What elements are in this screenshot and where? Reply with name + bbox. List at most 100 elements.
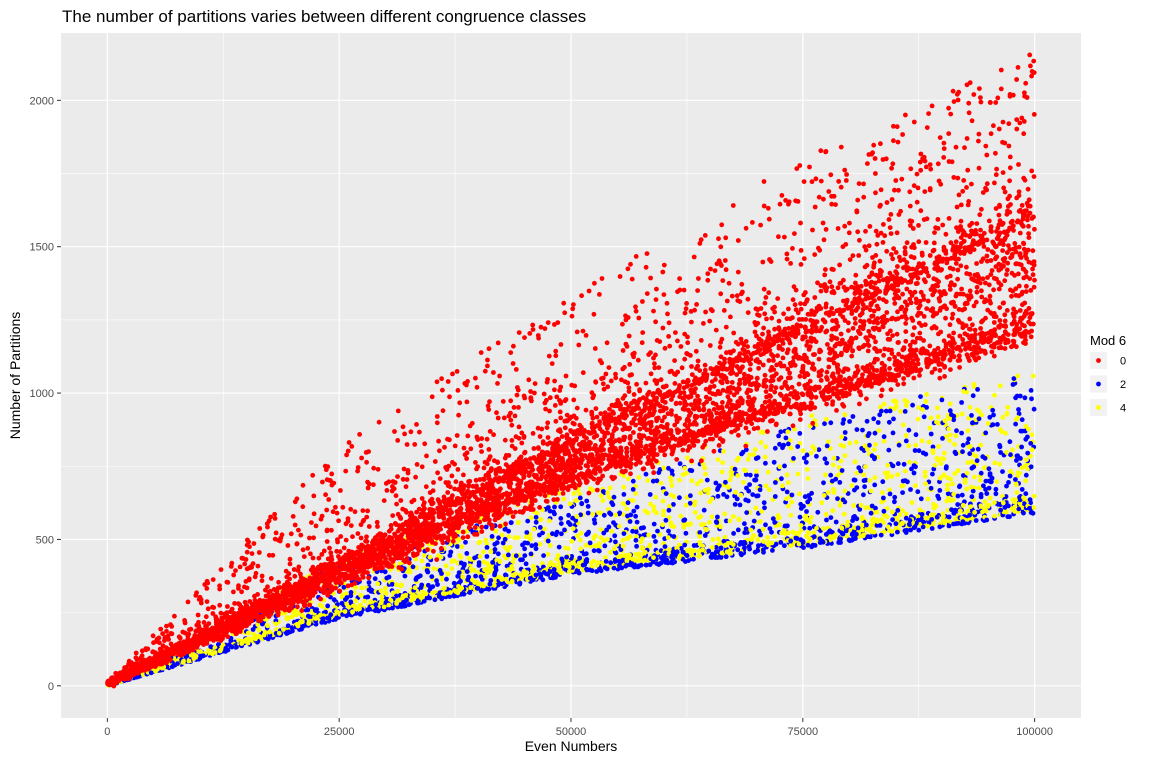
point-mod6-0 [846, 328, 851, 333]
point-mod6-2 [921, 519, 927, 525]
point-mod6-4 [512, 571, 518, 577]
point-mod6-2 [937, 488, 943, 493]
point-mod6-0 [1006, 243, 1011, 249]
point-mod6-4 [596, 541, 602, 546]
point-mod6-2 [608, 560, 614, 566]
point-mod6-0 [925, 298, 931, 304]
point-mod6-2 [435, 582, 440, 587]
point-mod6-2 [778, 429, 784, 435]
point-mod6-4 [1021, 495, 1026, 500]
point-mod6-0 [1026, 223, 1031, 229]
point-mod6-4 [922, 473, 928, 479]
point-mod6-2 [1023, 436, 1029, 442]
point-mod6-4 [636, 475, 642, 480]
point-mod6-4 [720, 460, 726, 465]
point-mod6-0 [974, 261, 979, 266]
point-mod6-4 [845, 523, 850, 528]
point-mod6-2 [478, 574, 484, 580]
point-mod6-2 [424, 568, 430, 573]
point-mod6-0 [445, 490, 451, 495]
point-mod6-4 [245, 630, 251, 636]
point-mod6-4 [625, 552, 630, 558]
point-mod6-0 [932, 230, 937, 236]
point-mod6-4 [1024, 457, 1029, 463]
point-mod6-4 [682, 465, 688, 471]
point-mod6-4 [847, 440, 853, 446]
point-mod6-2 [228, 638, 234, 643]
point-mod6-2 [966, 436, 971, 442]
point-mod6-2 [1008, 452, 1013, 458]
point-mod6-4 [218, 647, 224, 652]
point-mod6-2 [743, 497, 749, 503]
point-mod6-2 [751, 518, 757, 524]
point-mod6-4 [821, 526, 826, 531]
point-mod6-2 [770, 548, 775, 553]
point-mod6-2 [852, 514, 857, 519]
point-mod6-2 [903, 438, 909, 444]
point-mod6-4 [596, 560, 601, 565]
point-mod6-2 [807, 525, 813, 531]
point-mod6-4 [620, 543, 626, 549]
point-mod6-2 [713, 480, 719, 486]
point-mod6-2 [995, 422, 1000, 427]
point-mod6-4 [383, 591, 389, 596]
point-mod6-4 [797, 491, 802, 497]
point-mod6-4 [919, 438, 925, 444]
point-mod6-0 [763, 389, 769, 394]
point-mod6-0 [902, 299, 908, 305]
point-mod6-4 [934, 419, 939, 425]
point-mod6-2 [886, 447, 892, 453]
point-mod6-2 [723, 479, 728, 485]
point-mod6-0 [771, 358, 776, 363]
point-mod6-2 [529, 543, 535, 549]
point-mod6-4 [630, 498, 636, 503]
point-mod6-4 [852, 459, 858, 465]
point-mod6-2 [616, 558, 622, 564]
point-mod6-4 [609, 528, 614, 534]
point-mod6-4 [953, 433, 959, 439]
point-mod6-4 [944, 498, 950, 504]
point-mod6-2 [634, 519, 640, 525]
point-mod6-2 [960, 519, 966, 525]
point-mod6-2 [902, 409, 908, 414]
point-mod6-4 [1000, 415, 1006, 420]
point-mod6-2 [867, 442, 872, 448]
point-mod6-4 [785, 429, 791, 435]
point-mod6-2 [429, 574, 435, 579]
point-mod6-2 [643, 562, 649, 568]
point-mod6-4 [722, 511, 728, 517]
point-mod6-2 [607, 510, 612, 516]
point-mod6-0 [672, 381, 678, 386]
point-mod6-0 [962, 306, 968, 312]
point-mod6-2 [1006, 480, 1011, 485]
point-mod6-2 [777, 441, 782, 447]
point-mod6-0 [647, 405, 652, 411]
point-mod6-4 [766, 487, 772, 493]
point-mod6-4 [758, 440, 764, 445]
point-mod6-4 [1014, 490, 1020, 495]
point-mod6-4 [273, 621, 279, 627]
point-mod6-2 [946, 523, 952, 529]
point-mod6-2 [666, 528, 671, 534]
point-mod6-2 [611, 565, 617, 571]
point-mod6-2 [772, 494, 778, 499]
point-mod6-0 [983, 280, 988, 286]
point-mod6-2 [911, 470, 917, 476]
point-mod6-4 [653, 494, 659, 500]
point-mod6-2 [824, 460, 830, 466]
point-mod6-2 [520, 542, 525, 548]
point-mod6-4 [898, 409, 904, 414]
point-mod6-4 [431, 566, 437, 571]
point-mod6-0 [1019, 203, 1025, 208]
point-mod6-0 [981, 244, 987, 249]
point-mod6-2 [993, 486, 999, 492]
point-mod6-4 [1008, 468, 1013, 474]
point-mod6-4 [765, 469, 771, 475]
point-mod6-4 [915, 416, 921, 422]
point-mod6-2 [959, 430, 964, 436]
point-mod6-2 [229, 644, 235, 650]
point-mod6-0 [858, 318, 863, 324]
point-mod6-4 [334, 609, 339, 614]
point-mod6-4 [890, 509, 895, 515]
point-mod6-4 [863, 464, 868, 470]
